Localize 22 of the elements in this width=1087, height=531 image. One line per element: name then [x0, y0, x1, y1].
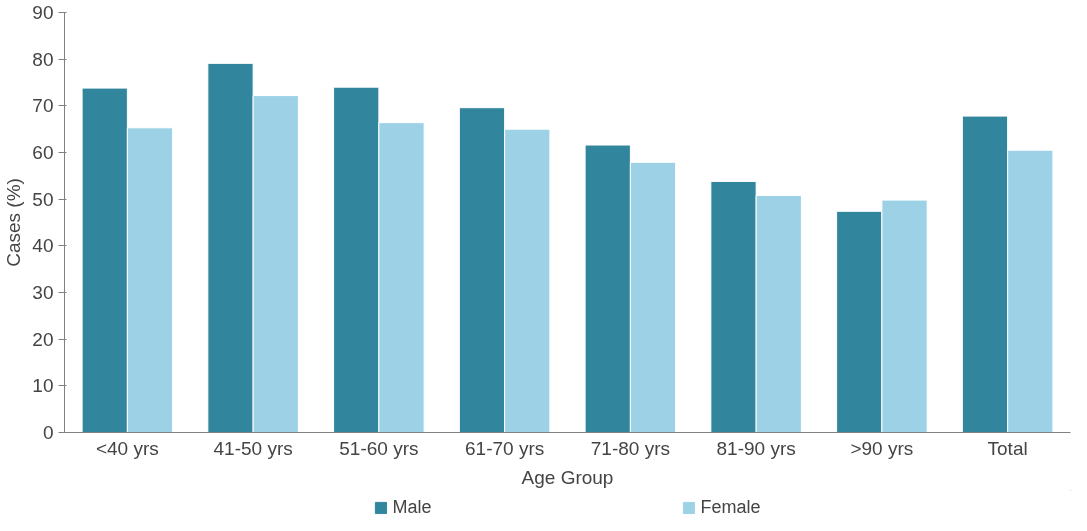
x-tick-label: 61-70 yrs	[465, 437, 545, 459]
y-tick-label: 10	[32, 375, 54, 397]
y-tick-label: 40	[32, 235, 54, 257]
x-tick-label: >90 yrs	[850, 437, 914, 459]
y-tick-label: 30	[32, 282, 54, 303]
x-tick-label: 51-60 yrs	[339, 437, 419, 459]
y-tick-label: 60	[32, 142, 54, 163]
y-tick-label: 20	[32, 328, 54, 350]
y-axis-title: Cases (%)	[3, 178, 25, 267]
x-axis-title: Age Group	[521, 466, 614, 488]
y-tick-label: 0	[42, 422, 54, 443]
x-tick-label: 81-90 yrs	[716, 437, 796, 459]
x-tick-label: Total	[987, 437, 1028, 459]
x-tick-label: 41-50 yrs	[213, 437, 293, 459]
legend-label: Male	[392, 496, 432, 518]
y-tick-label: 80	[32, 48, 54, 70]
x-tick-label: 71-80 yrs	[590, 437, 670, 459]
y-tick-label: 70	[32, 95, 54, 117]
y-tick-label: 50	[32, 188, 54, 210]
legend-label: Female	[700, 496, 761, 518]
x-tick-label: <40 yrs	[95, 437, 159, 459]
y-tick-label: 90	[32, 2, 54, 23]
